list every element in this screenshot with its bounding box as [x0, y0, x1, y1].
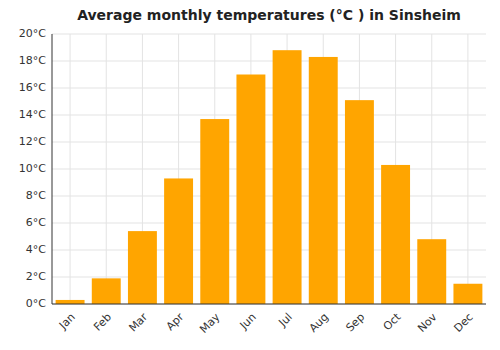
x-tick-label: Oct [381, 310, 404, 333]
y-tick-label: 6°C [26, 216, 46, 229]
y-grid-line [52, 196, 486, 197]
y-tick-label: 4°C [26, 243, 46, 256]
x-grid-line [106, 34, 107, 304]
y-tick-label: 12°C [19, 135, 46, 148]
y-tick-label: 20°C [19, 27, 46, 40]
x-grid-line [70, 34, 71, 304]
y-grid-line [52, 142, 486, 143]
y-grid-line [52, 169, 486, 170]
x-axis: Jan Feb Mar Apr May Jun Jul Aug Sep Oct Nov Dec [56, 310, 476, 336]
bar [92, 278, 121, 304]
chart-svg: 0°C 2°C 4°C 6°C 8°C 10°C 12°C 14°C 16°C 18°C 20°C J… [0, 0, 500, 350]
y-grid-line [52, 115, 486, 116]
x-tick-label: Nov [415, 310, 440, 335]
bar [273, 50, 302, 304]
x-tick-label: Feb [91, 311, 114, 334]
x-grid-line [467, 34, 468, 304]
x-tick-label: Dec [451, 311, 475, 335]
title: Average monthly temperatures (°C ) in Si… [77, 7, 461, 23]
chart-container: 0°C 2°C 4°C 6°C 8°C 10°C 12°C 14°C 16°C 18°C 20°C J… [0, 0, 500, 350]
y-tick-label: 16°C [19, 81, 46, 94]
bar [417, 239, 446, 304]
y-tick-label: 14°C [19, 108, 46, 121]
x-tick-label: Jan [56, 311, 78, 333]
bar [128, 231, 157, 304]
x-tick-label: May [197, 310, 223, 336]
bar [236, 75, 265, 305]
y-axis: 0°C 2°C 4°C 6°C 8°C 10°C 12°C 14°C 16°C 18°C 20°C [19, 27, 46, 310]
bar [381, 165, 410, 304]
y-axis-line [52, 34, 53, 304]
x-axis-line [52, 304, 486, 305]
bar [200, 119, 229, 304]
bar [309, 57, 338, 304]
x-tick-label: Aug [307, 311, 331, 335]
bar [164, 178, 193, 304]
y-grid-line [52, 88, 486, 89]
x-tick-label: Sep [343, 311, 367, 335]
bar [345, 100, 374, 304]
bars [56, 50, 483, 304]
y-tick-label: 0°C [26, 297, 46, 310]
x-tick-label: Apr [164, 310, 187, 333]
y-grid-line [52, 61, 486, 62]
grid [52, 34, 486, 304]
bar [56, 300, 85, 304]
y-grid-line [52, 34, 486, 35]
y-tick-label: 8°C [26, 189, 46, 202]
y-tick-label: 10°C [19, 162, 46, 175]
y-grid-line [52, 223, 486, 224]
x-tick-label: Jul [276, 311, 295, 330]
y-grid-line [52, 304, 486, 305]
bar [453, 284, 482, 304]
x-tick-label: Jun [237, 311, 259, 333]
y-tick-label: 2°C [26, 270, 46, 283]
x-tick-label: Mar [126, 310, 150, 334]
y-tick-label: 18°C [19, 54, 46, 67]
